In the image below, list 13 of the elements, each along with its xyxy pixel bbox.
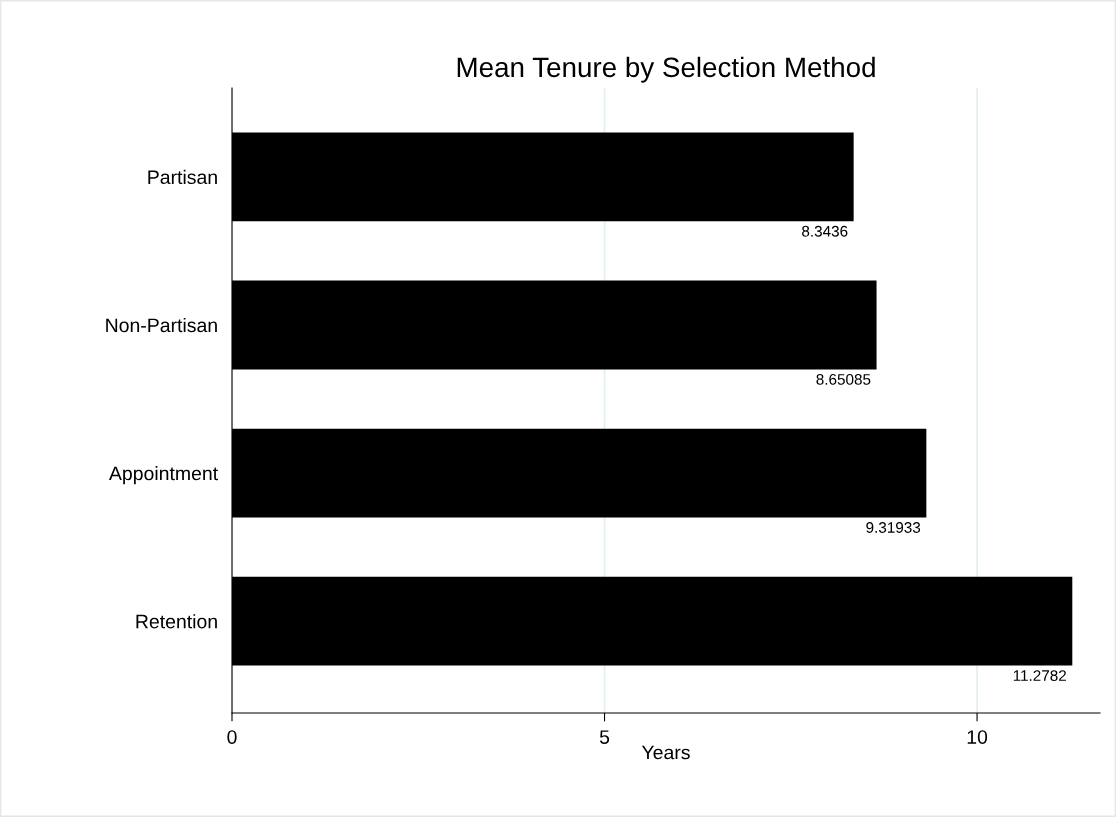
- y-tick-label: Partisan: [148, 169, 217, 185]
- x-tick-label: 5: [599, 730, 610, 744]
- y-tick-label: Retention: [136, 614, 217, 629]
- y-tick-label: Non-Partisan: [106, 317, 217, 333]
- x-tick-label: 10: [967, 730, 988, 744]
- data-label: 8.3436: [802, 225, 848, 237]
- data-label: 8.65085: [816, 373, 871, 385]
- x-axis-title: Years: [641, 745, 690, 760]
- y-tick-label: Appointment: [108, 466, 218, 485]
- x-tick-label: 0: [227, 730, 237, 744]
- chart-title: Mean Tenure by Selection Method: [457, 56, 875, 83]
- data-label: 11.2782: [1013, 670, 1066, 681]
- data-label: 9.31933: [866, 522, 921, 533]
